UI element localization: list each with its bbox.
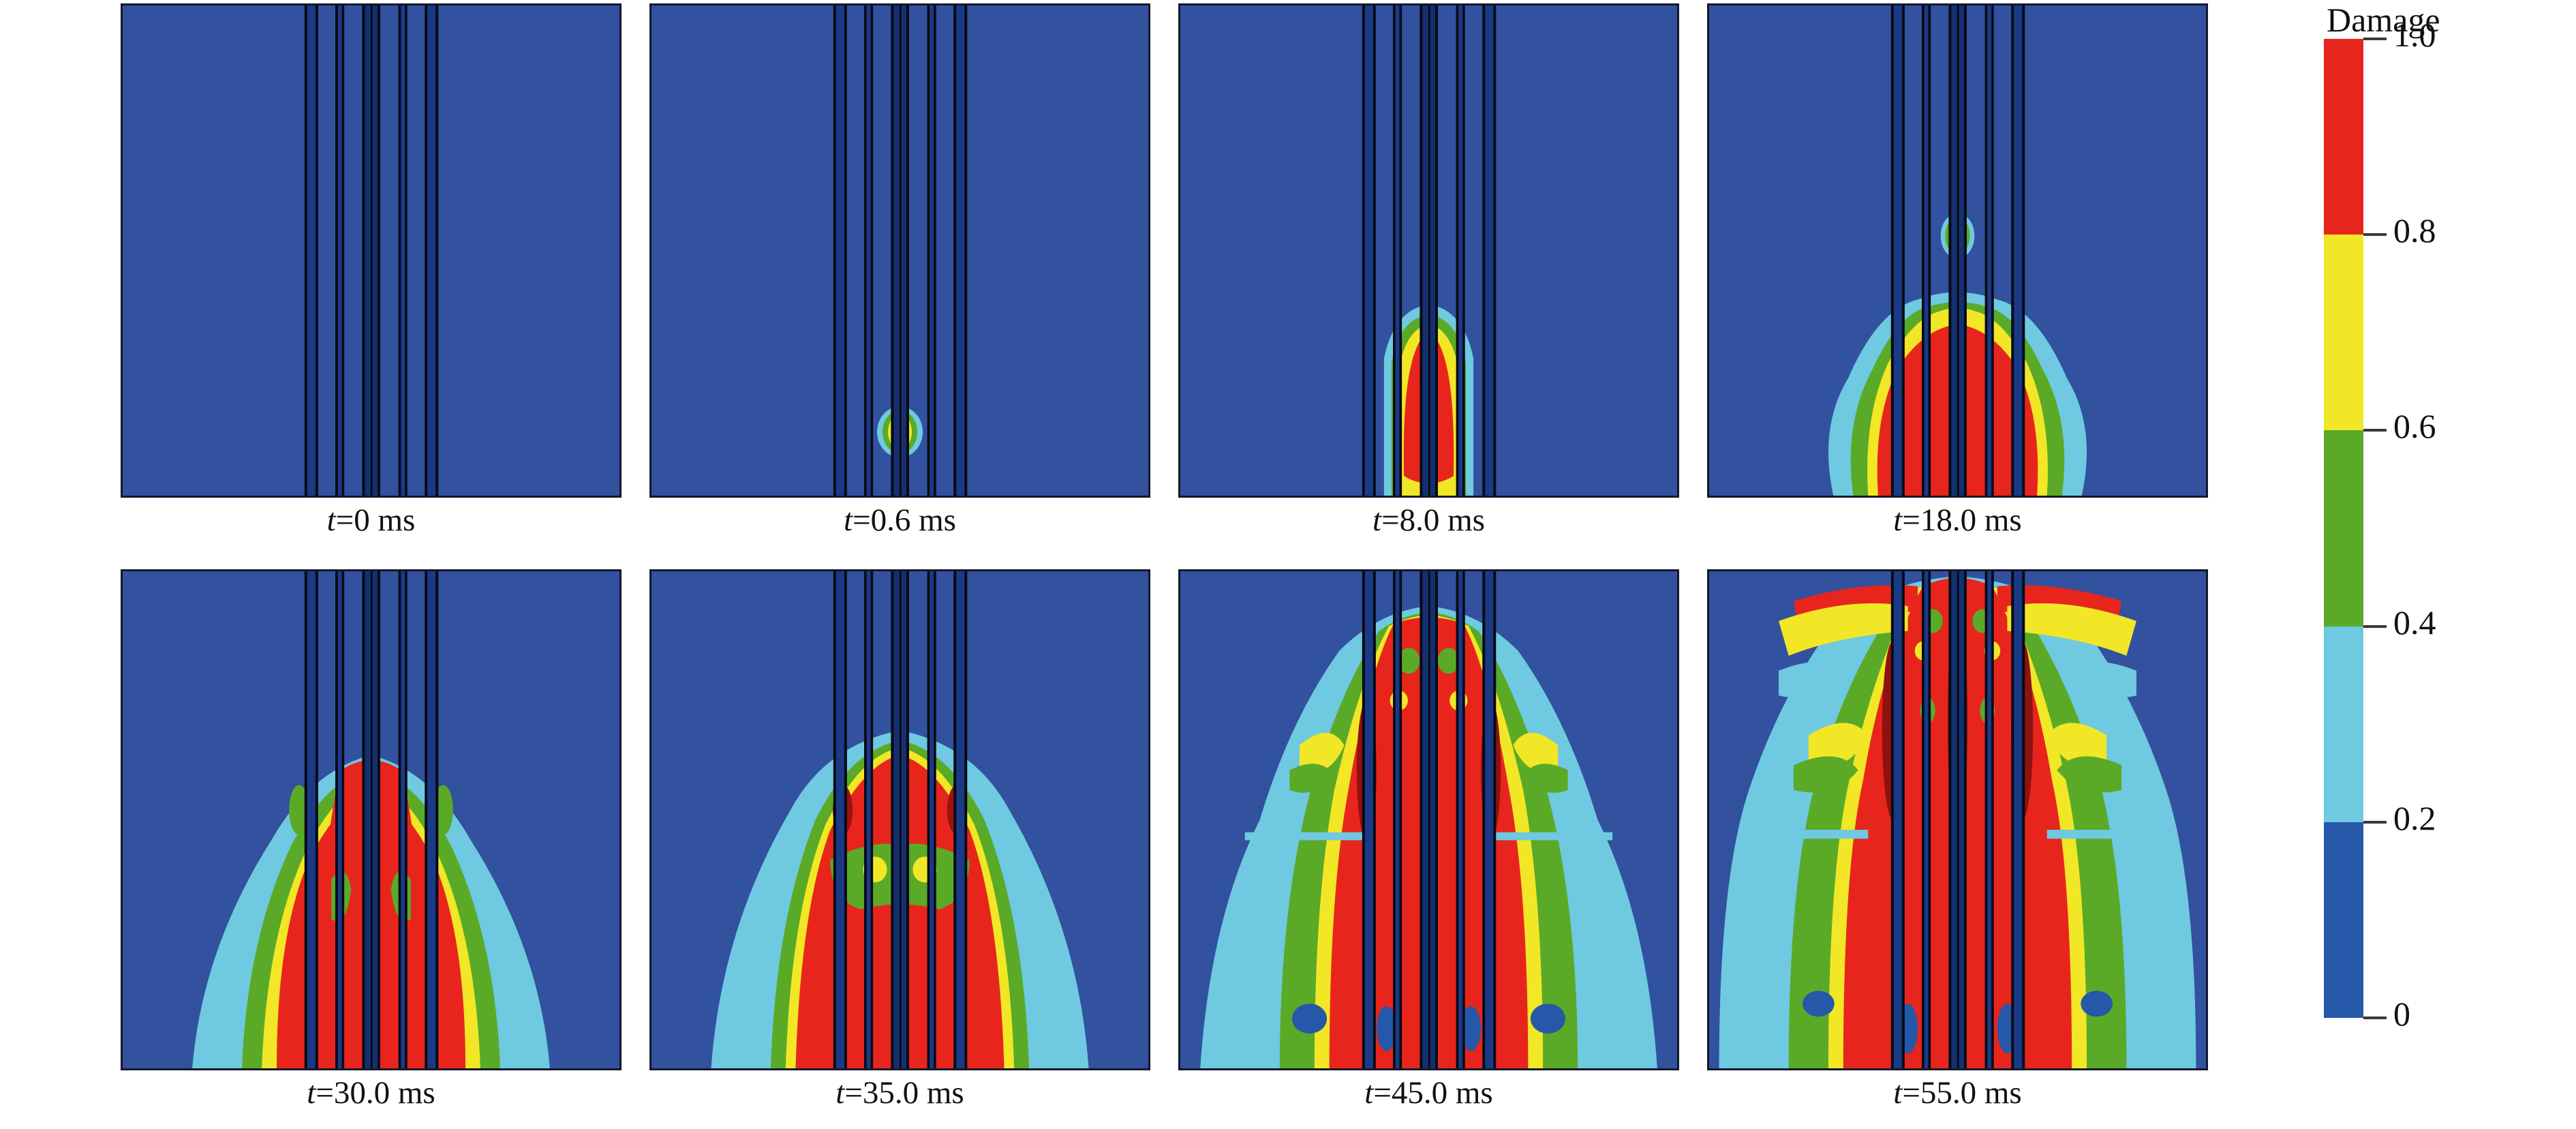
colorbar: Damage 1.0 0.8 0.6 0.4 <box>2316 0 2561 1091</box>
panel-caption-t180: t=18.0 ms <box>1707 505 2208 537</box>
caption-value: =35.0 ms <box>844 1075 964 1111</box>
caption-value: =8.0 ms <box>1381 502 1485 538</box>
panel-t06: t=0.6 ms <box>649 3 1150 537</box>
panel-t450: t=45.0 ms <box>1178 569 1679 1109</box>
caption-var-t: t <box>1893 502 1903 538</box>
caption-value: =45.0 ms <box>1373 1075 1493 1111</box>
colorbar-band-0-0.2 <box>2324 822 2363 1018</box>
caption-var-t: t <box>1364 1075 1374 1111</box>
tick-label: 0.8 <box>2393 211 2436 250</box>
caption-value: =30.0 ms <box>316 1075 435 1111</box>
tick-mark <box>2363 429 2387 432</box>
colorbar-ticks: 1.0 0.8 0.6 0.4 0.2 0 <box>2363 18 2554 1031</box>
panel-t80: t=8.0 ms <box>1178 3 1679 537</box>
colorbar-band-0.2-0.4 <box>2324 626 2363 822</box>
tick-label: 0 <box>2393 995 2410 1033</box>
colorbar-band-0.6-0.8 <box>2324 235 2363 431</box>
caption-value: =0 ms <box>335 502 416 538</box>
colorbar-title: Damage <box>2327 1 2440 39</box>
panel-plot-area-t300 <box>121 569 622 1070</box>
colorbar-band-0.4-0.6 <box>2324 430 2363 627</box>
panel-grid: t=0 ms t=0.6 ms <box>121 3 2260 1109</box>
tick-label: 0.2 <box>2393 798 2436 837</box>
panel-t300: t=30.0 ms <box>121 569 622 1109</box>
panel-plot-area-t550 <box>1707 569 2208 1070</box>
tick-label: 1.0 <box>2393 16 2436 54</box>
panel-plot-area-t0 <box>121 3 622 498</box>
tick-label: 0.6 <box>2393 407 2436 446</box>
panel-t0: t=0 ms <box>121 3 622 537</box>
colorbar-gradient <box>2324 39 2363 1018</box>
panel-caption-t80: t=8.0 ms <box>1178 505 1679 537</box>
panel-t180: t=18.0 ms <box>1707 3 2208 537</box>
caption-var-t: t <box>844 502 853 538</box>
tick-label: 0.4 <box>2393 603 2436 642</box>
caption-var-t: t <box>835 1075 845 1111</box>
colorbar-band-0.8-1.0 <box>2324 39 2363 235</box>
caption-var-t: t <box>307 1075 316 1111</box>
caption-value: =0.6 ms <box>853 502 956 538</box>
tick-mark <box>2363 820 2387 824</box>
caption-value: =55.0 ms <box>1902 1075 2022 1111</box>
panel-caption-t450: t=45.0 ms <box>1178 1077 1679 1109</box>
panel-plot-area-t80 <box>1178 3 1679 498</box>
caption-var-t: t <box>326 502 336 538</box>
panel-caption-t350: t=35.0 ms <box>649 1077 1150 1109</box>
tick-mark <box>2363 37 2387 40</box>
panel-caption-t550: t=55.0 ms <box>1707 1077 2208 1109</box>
tick-mark <box>2363 624 2387 628</box>
tick-mark <box>2363 233 2387 237</box>
panel-plot-area-t180 <box>1707 3 2208 498</box>
panel-t550: t=55.0 ms <box>1707 569 2208 1109</box>
caption-var-t: t <box>1893 1075 1903 1111</box>
panel-plot-area-t350 <box>649 569 1150 1070</box>
panel-caption-t0: t=0 ms <box>121 505 622 537</box>
panel-t350: t=35.0 ms <box>649 569 1150 1109</box>
panel-plot-area-t450 <box>1178 569 1679 1070</box>
tick-mark <box>2363 1017 2387 1019</box>
caption-var-t: t <box>1373 502 1382 538</box>
panel-caption-t06: t=0.6 ms <box>649 505 1150 537</box>
panel-plot-area-t06 <box>649 3 1150 498</box>
panel-caption-t300: t=30.0 ms <box>121 1077 622 1109</box>
caption-value: =18.0 ms <box>1902 502 2022 538</box>
